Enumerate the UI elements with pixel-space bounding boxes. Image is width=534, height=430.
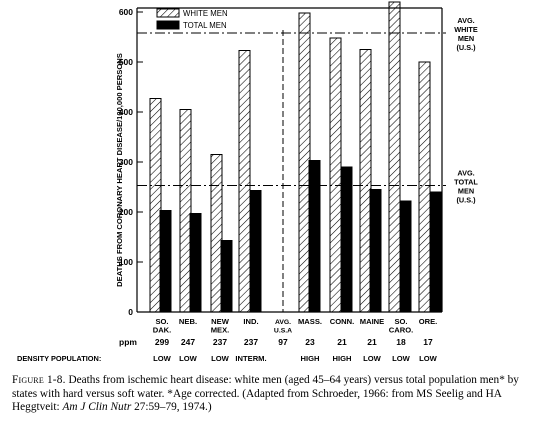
category-label: U.S.A [274,328,292,335]
y-axis-label: DEATHS FROM CORONARY HEART DISEASE/100,0… [115,53,124,287]
category-label: NEW [211,317,230,326]
legend-swatch-total-men [156,20,180,30]
density-value: LOW [392,354,411,363]
bar-total-men [369,189,382,313]
category-label: SO. [155,317,168,326]
y-tick-label: 600 [119,7,133,17]
ppm-value: 237 [244,337,258,347]
bar-white-men [210,154,223,313]
bar-white-men [298,12,311,313]
legend-swatch-white-men [156,8,180,18]
bar-total-men [399,200,412,313]
category-label: CARO. [389,326,413,335]
ppm-value: 237 [213,337,227,347]
category-label: IND. [243,317,258,326]
bar-total-men [429,191,442,313]
density-value: LOW [363,354,382,363]
bar-white-men [179,109,192,313]
y-tick-label: 500 [119,57,133,67]
category-label: NEB. [179,317,197,326]
y-tick-label: 400 [119,107,133,117]
bar-total-men [249,190,262,313]
caption-figure-number: Figure 1-8. [12,374,66,386]
y-tick-label: 200 [119,207,133,217]
ppm-value: 21 [367,337,377,347]
density-label: DENSITY POPULATION: [17,354,101,363]
reference-line-label: (U.S.) [456,196,476,205]
density-value: LOW [211,354,230,363]
ppm-value: 17 [423,337,433,347]
bar-total-men [189,213,202,313]
density-value: LOW [419,354,438,363]
reference-line-label: MEN [458,187,474,196]
category-label: MEX. [211,326,230,335]
y-tick-label: 0 [128,307,133,317]
reference-line-label: WHITE [454,25,478,34]
ppm-value: 299 [155,337,169,347]
bar-white-men [359,49,372,313]
legend-label-total-men: TOTAL MEN [183,21,227,30]
category-label: CONN. [330,317,354,326]
bar-total-men [220,240,233,313]
category-label: MAINE [360,317,384,326]
caption-journal: Am J Clin Nutr [62,401,132,414]
legend-label-white-men: WHITE MEN [183,9,228,18]
density-value: LOW [153,354,172,363]
figure-caption: Figure 1-8. Deaths from ischemic heart d… [12,374,527,415]
ppm-label: ppm [119,337,137,347]
reference-line-label: MEN [458,34,474,43]
category-label: ORE. [419,317,438,326]
y-tick-label: 100 [119,257,133,267]
category-label: MASS. [298,317,322,326]
caption-text: Deaths from ischemic heart disease: whit… [12,374,519,414]
density-value: HIGH [301,354,320,363]
density-value: LOW [179,354,198,363]
ppm-value: 247 [181,337,195,347]
caption-citation: 27:59–79, 1974.) [131,401,212,414]
bar-white-men [418,61,431,313]
ppm-value: 23 [305,337,315,347]
category-label: DAK. [153,326,172,335]
reference-line-label: (U.S.) [456,43,476,52]
reference-line-label: TOTAL [454,178,478,187]
chart: 0 100 200 300 400 500 600 DEATHS FROM CORONARY … [17,1,478,363]
bar-total-men [340,166,353,313]
y-tick-label: 300 [119,157,133,167]
density-value: INTERM. [235,354,266,363]
ppm-value: 97 [278,337,288,347]
bar-total-men [159,210,172,313]
density-value: HIGH [333,354,352,363]
category-label: AVG. [275,319,291,326]
bar-white-men [329,37,342,313]
bar-white-men [238,50,251,313]
ppm-value: 21 [337,337,347,347]
reference-line-label: AVG. [457,169,474,178]
bar-white-men [149,98,162,313]
ppm-value: 18 [396,337,406,347]
bar-total-men [308,160,321,313]
bar-white-men [388,1,401,313]
category-label: SO. [394,317,407,326]
reference-line-label: AVG. [457,16,474,25]
